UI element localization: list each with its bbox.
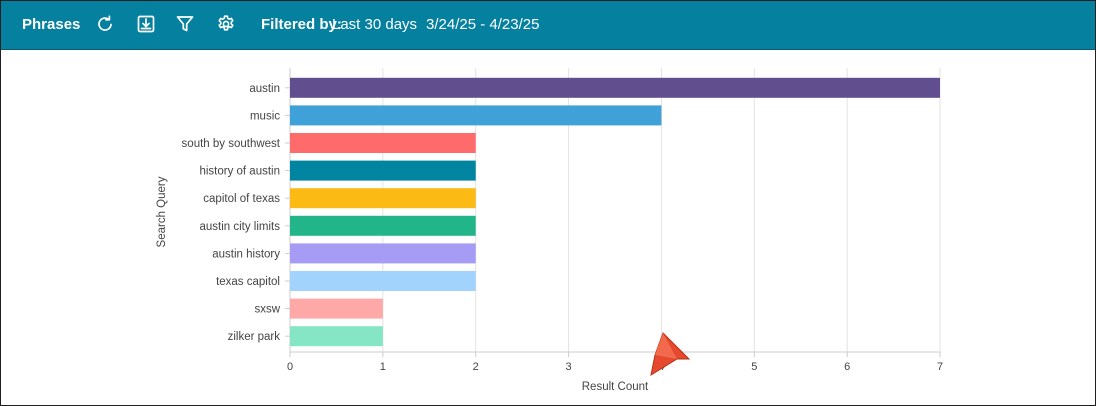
mouse-cursor [650, 332, 691, 377]
y-tick-label: austin [249, 83, 280, 95]
bar [290, 77, 940, 98]
bar [290, 105, 662, 126]
y-axis-title: Search Query [156, 176, 168, 247]
y-tick-label: austin city limits [199, 221, 280, 233]
x-tick-label: 2 [473, 361, 479, 373]
filter-value[interactable]: Last 30 days [332, 16, 418, 33]
bar [290, 243, 476, 264]
y-tick-label: sxsw [254, 304, 280, 316]
refresh-icon[interactable] [95, 14, 115, 34]
bar-chart: 01234567austinmusicsouth by southwesthis… [156, 68, 943, 393]
x-tick-label: 5 [751, 361, 757, 373]
filter-icon[interactable] [175, 14, 195, 34]
x-tick-label: 7 [937, 361, 943, 373]
x-tick-label: 6 [844, 361, 850, 373]
filter-label: Filtered by: [261, 16, 342, 33]
bar [290, 326, 383, 347]
x-tick-label: 1 [380, 361, 386, 373]
bar [290, 298, 383, 319]
date-range: 3/24/25 - 4/23/25 [426, 16, 540, 33]
y-tick-label: capitol of texas [203, 193, 280, 205]
download-icon[interactable] [136, 14, 156, 34]
bar [290, 188, 476, 209]
x-tick-label: 3 [566, 361, 572, 373]
x-tick-label: 0 [287, 361, 293, 373]
y-tick-label: austin history [212, 248, 280, 260]
y-tick-label: music [250, 110, 280, 122]
panel-title: Phrases [22, 16, 81, 33]
bar [290, 133, 476, 153]
bar [290, 271, 476, 291]
panel-toolbar: Phrases Filter [1, 1, 1095, 50]
y-tick-label: zilker park [228, 331, 281, 343]
y-tick-label: south by southwest [182, 138, 281, 150]
gear-icon[interactable] [216, 14, 236, 34]
y-tick-label: texas capitol [216, 276, 280, 288]
bar [290, 215, 476, 236]
bar [290, 160, 476, 181]
x-axis-title: Result Count [582, 381, 649, 393]
y-tick-label: history of austin [199, 166, 280, 178]
